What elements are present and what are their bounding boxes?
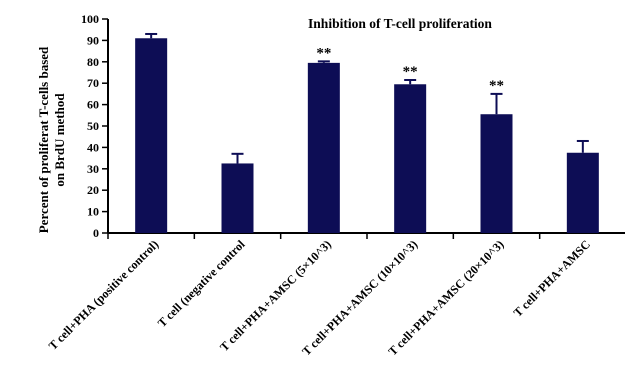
y-tick-label: 0	[93, 226, 99, 240]
x-category-label: T cell+PHA (positive control)	[46, 237, 162, 353]
chart-title: Inhibition of T-cell proliferation	[308, 16, 492, 31]
significance-label: **	[403, 64, 418, 80]
y-tick-label: 50	[87, 119, 99, 133]
bars-group	[135, 32, 599, 234]
y-tick-label: 80	[87, 55, 99, 69]
bar	[480, 114, 513, 233]
axes: 0 10 20 30 40 50 60 70 80 90 100	[81, 12, 625, 240]
x-category-label: T cell (negative control	[155, 237, 248, 330]
y-tick-label: 10	[87, 205, 99, 219]
y-tick-label: 70	[87, 76, 99, 90]
y-tick-label: 90	[87, 33, 99, 47]
y-tick-label: 30	[87, 162, 99, 176]
bar	[307, 62, 340, 234]
bar	[135, 38, 168, 234]
significance-label: **	[489, 78, 504, 94]
y-tick-label: 20	[87, 183, 99, 197]
bar	[394, 84, 427, 234]
y-tick-label: 60	[87, 98, 99, 112]
y-tick-label: 40	[87, 140, 99, 154]
x-category-label: T cell+PHA+AMSC	[511, 237, 593, 319]
bar	[566, 152, 599, 233]
y-axis-label-line-1: Percent of proliferat T-cells based	[36, 46, 51, 233]
significance-label: **	[316, 45, 331, 61]
y-tick-label: 100	[81, 12, 99, 26]
y-axis-label-line-2: on BrdU method	[52, 93, 67, 187]
bar	[221, 163, 254, 233]
